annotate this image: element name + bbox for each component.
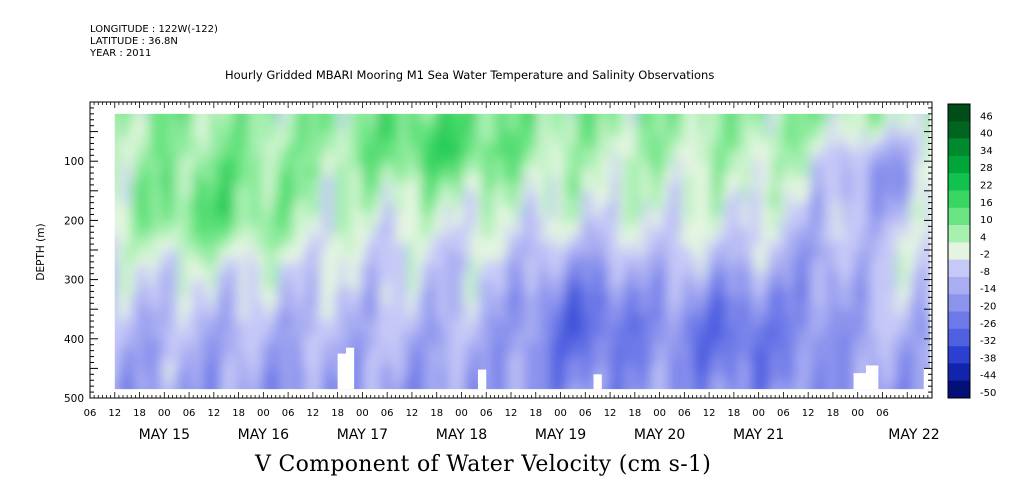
y-axis: 100 200 300 400 500 <box>64 101 932 405</box>
colorbar-label: 4 <box>980 232 986 243</box>
hour-tick-label: 18 <box>232 408 245 419</box>
hour-tick-label: 12 <box>307 408 320 419</box>
colorbar-swatch <box>948 155 970 174</box>
x-axis-title: V Component of Water Velocity (cm s-1) <box>255 452 712 477</box>
colorbar-label: 34 <box>980 146 993 157</box>
hour-tick-label: 06 <box>876 408 889 419</box>
colorbar-swatch <box>948 190 970 209</box>
colorbar-label: 28 <box>980 163 993 174</box>
hour-tick-label: 00 <box>653 408 666 419</box>
hour-tick-label: 06 <box>282 408 295 419</box>
hour-tick-label: 18 <box>529 408 542 419</box>
hour-tick-label: 06 <box>678 408 691 419</box>
colorbar-label: -44 <box>980 371 996 382</box>
y-tick-label: 100 <box>64 156 84 168</box>
y-tick-label: 500 <box>64 393 84 405</box>
colorbar-swatch <box>948 311 970 330</box>
hour-tick-label: 00 <box>752 408 765 419</box>
hour-tick-label: 00 <box>356 408 369 419</box>
y-tick-label: 300 <box>64 275 84 287</box>
colorbar-label: -38 <box>980 353 996 364</box>
colorbar-label: 22 <box>980 180 993 191</box>
colorbar-swatch <box>948 173 970 191</box>
colorbar: 46 40 34 28 22 16 10 4 -2 -8 -14 -20 -26 -32 -38 -44 -50 <box>947 103 996 399</box>
hour-tick-label: 18 <box>430 408 443 419</box>
hour-tick-label: 00 <box>257 408 270 419</box>
hour-tick-label: 00 <box>851 408 864 419</box>
y-tick-label: 200 <box>64 215 84 227</box>
colorbar-swatch <box>948 276 970 295</box>
colorbar-swatch <box>948 242 970 260</box>
hour-tick-label: 06 <box>84 408 97 419</box>
colorbar-label: -26 <box>980 319 996 330</box>
colorbar-label: 10 <box>980 215 993 226</box>
date-label: MAY 21 <box>733 427 784 443</box>
hour-tick-label: 12 <box>604 408 617 419</box>
hour-tick-label: 00 <box>455 408 468 419</box>
colorbar-label: -32 <box>980 336 996 347</box>
colorbar-swatch <box>948 380 970 399</box>
colorbar-swatch <box>948 121 970 139</box>
date-label: MAY 19 <box>535 427 586 443</box>
colorbar-label: -50 <box>980 388 996 399</box>
colorbar-label: -20 <box>980 302 996 313</box>
hour-tick-label: 18 <box>827 408 840 419</box>
hour-tick-label: 12 <box>406 408 419 419</box>
heatmap-field <box>114 113 930 390</box>
year-label: YEAR : 2011 <box>90 48 152 59</box>
longitude-label: LONGITUDE : 122W(-122) <box>90 24 218 35</box>
hour-tick-label: 12 <box>505 408 518 419</box>
date-label: MAY 17 <box>337 427 388 443</box>
date-label: MAY 22 <box>888 427 939 443</box>
colorbar-swatch <box>948 328 970 347</box>
date-label: MAY 20 <box>634 427 685 443</box>
colorbar-swatch <box>948 225 970 243</box>
colorbar-swatch <box>948 294 970 312</box>
hour-tick-label: 18 <box>728 408 741 419</box>
colorbar-swatch <box>948 363 970 382</box>
hour-tick-label: 06 <box>579 408 592 419</box>
y-axis-label: DEPTH (m) <box>35 223 47 280</box>
hour-tick-label: 18 <box>331 408 344 419</box>
colorbar-label: -8 <box>980 267 990 278</box>
colorbar-swatch <box>948 104 970 122</box>
hour-tick-label: 00 <box>554 408 567 419</box>
date-label: MAY 16 <box>238 427 289 443</box>
hour-tick-label: 06 <box>183 408 196 419</box>
missing-data-gaps <box>337 347 932 390</box>
colorbar-label: -14 <box>980 284 996 295</box>
date-label: MAY 15 <box>139 427 190 443</box>
colorbar-label: 40 <box>980 129 993 140</box>
chart-title: Hourly Gridded MBARI Mooring M1 Sea Wate… <box>225 68 715 82</box>
colorbar-label: -2 <box>980 250 990 261</box>
hour-tick-label: 12 <box>802 408 815 419</box>
colorbar-label: 46 <box>980 111 993 122</box>
hour-tick-label: 00 <box>158 408 171 419</box>
hour-tick-label: 18 <box>628 408 641 419</box>
hour-tick-label: 06 <box>381 408 394 419</box>
latitude-label: LATITUDE : 36.8N <box>90 36 178 47</box>
colorbar-swatch <box>948 346 970 364</box>
hour-tick-label: 06 <box>480 408 493 419</box>
hour-tick-label: 12 <box>207 408 220 419</box>
y-tick-label: 400 <box>64 334 84 346</box>
date-label: MAY 18 <box>436 427 487 443</box>
colorbar-swatch <box>948 207 970 226</box>
x-axis: 06 12 18 00 06 12 18 00 06 12 18 00 06 12 18 00 06 12 18 00… <box>84 102 940 443</box>
hour-tick-label: 18 <box>133 408 146 419</box>
colorbar-swatch <box>948 138 970 157</box>
hour-tick-label: 12 <box>703 408 716 419</box>
colorbar-label: 16 <box>980 198 993 209</box>
hour-tick-label: 12 <box>108 408 121 419</box>
hour-tick-label: 06 <box>777 408 790 419</box>
colorbar-swatch <box>948 259 970 278</box>
